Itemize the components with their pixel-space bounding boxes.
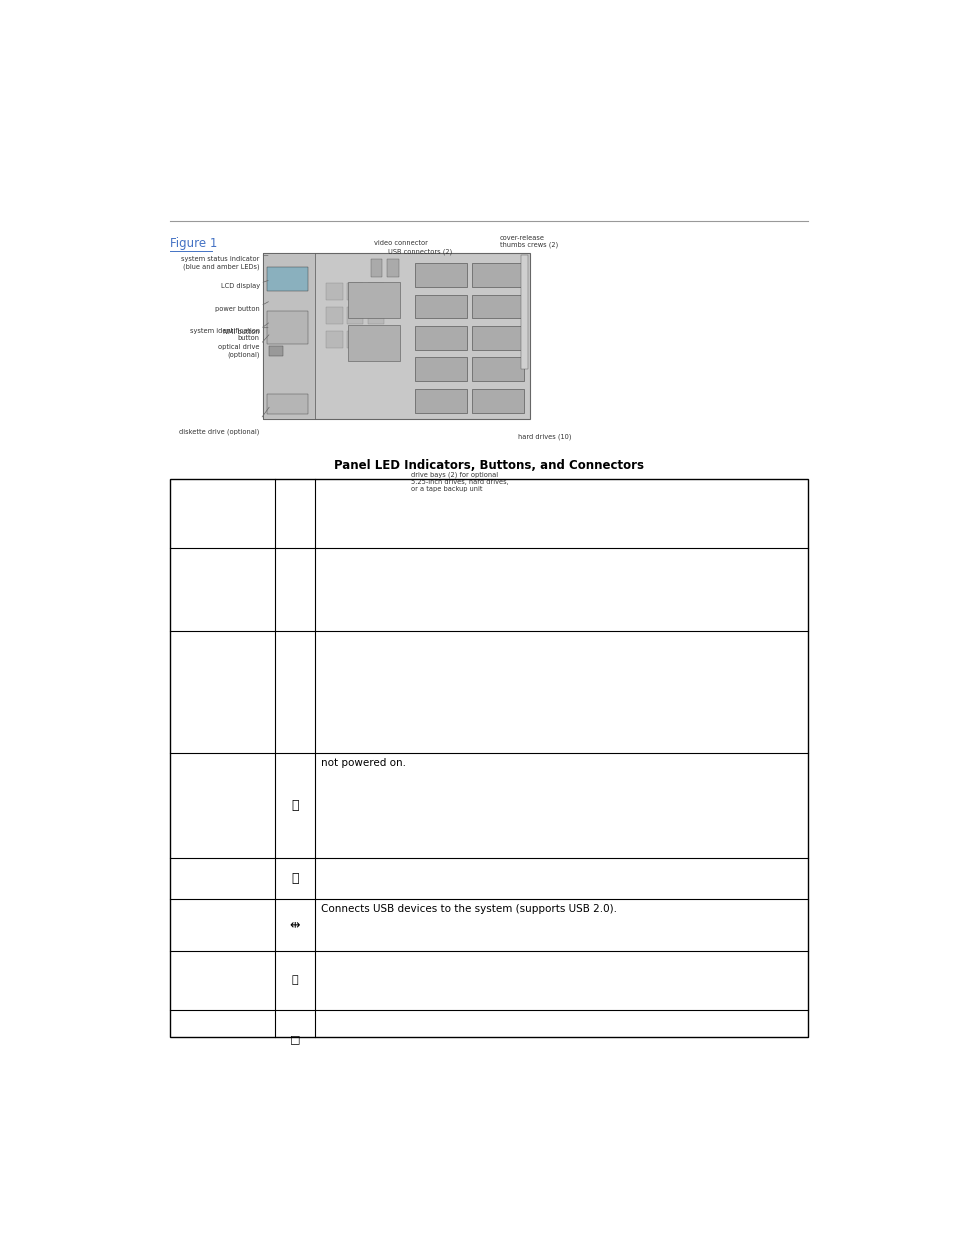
Bar [367,283,383,300]
Bar [263,253,529,419]
Bar [267,267,308,291]
Text: ⇹: ⇹ [290,919,300,931]
Bar [472,389,523,412]
Bar [472,357,523,382]
Bar [387,259,398,277]
Text: hard drives (10): hard drives (10) [518,433,572,440]
Text: Panel LED Indicators, Buttons, and Connectors: Panel LED Indicators, Buttons, and Conne… [334,459,643,473]
Text: Figure 1: Figure 1 [170,237,224,249]
Text: Connects USB devices to the system (supports USB 2.0).: Connects USB devices to the system (supp… [321,904,617,914]
Bar [347,331,363,348]
Text: power button: power button [214,306,259,312]
Bar [348,282,400,319]
Bar [326,308,342,324]
Bar [415,263,466,287]
Bar [347,308,363,324]
Bar [348,325,400,361]
Text: ⏻: ⏻ [291,799,298,811]
Bar [415,326,466,350]
Bar [415,389,466,412]
Text: USB connectors (2): USB connectors (2) [387,248,452,254]
Bar [263,253,314,419]
Bar [326,283,342,300]
Bar [415,357,466,382]
Bar [170,479,807,1037]
Bar [370,259,382,277]
Bar [347,283,363,300]
Bar [267,394,308,415]
Bar [326,331,342,348]
Text: □: □ [290,1034,300,1045]
Text: NMI button: NMI button [223,329,259,335]
Bar [415,295,466,319]
Bar [520,256,528,369]
Bar [269,330,282,340]
Text: diskette drive (optional): diskette drive (optional) [179,429,259,435]
Text: system status indicator
(blue and amber LEDs): system status indicator (blue and amber … [181,256,259,269]
Text: not powered on.: not powered on. [321,758,406,768]
Text: optical drive
(optional): optical drive (optional) [218,345,259,358]
Bar [472,326,523,350]
Bar [269,347,282,356]
Bar [367,308,383,324]
Bar [472,295,523,319]
Text: cover-release
thumbs crews (2): cover-release thumbs crews (2) [499,235,558,248]
Text: system identification
button: system identification button [190,327,259,341]
Bar [472,263,523,287]
Text: ⓘ: ⓘ [291,872,298,885]
Bar [267,311,308,345]
Bar [367,331,383,348]
Text: drive bays (2) for optional
5.25-inch drives, hard drives,
or a tape backup unit: drive bays (2) for optional 5.25-inch dr… [411,472,508,492]
Text: video connector: video connector [374,240,428,246]
Bar [269,314,282,322]
Text: ⏻: ⏻ [292,976,298,986]
Text: LCD display: LCD display [220,283,259,289]
